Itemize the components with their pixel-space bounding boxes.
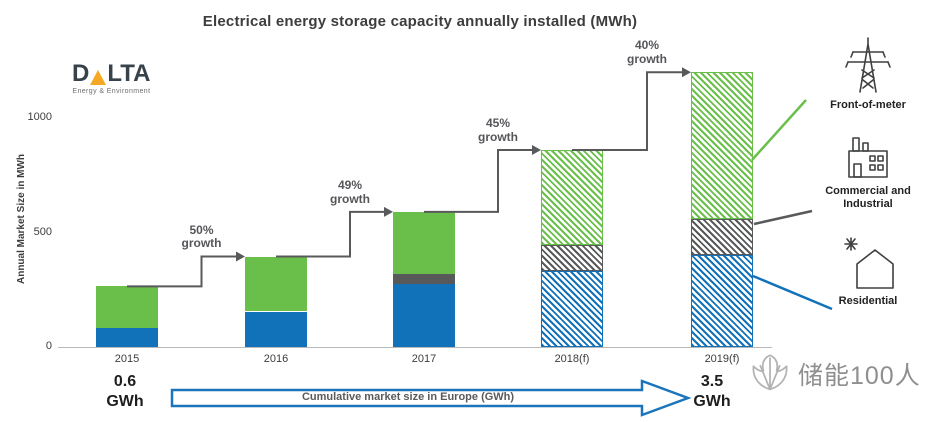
cumulative-left-number: 0.6 (113, 373, 137, 390)
y-tick-label: 500 (33, 225, 52, 238)
delta-triangle-icon (90, 70, 107, 85)
y-tick-label: 0 (45, 340, 52, 352)
bar-segment-commercial-and-industrial (691, 218, 753, 256)
bar-segment-residential (541, 271, 603, 347)
bar-segment-front-of-meter (393, 211, 455, 274)
cumulative-right-value: 3.5 GWh (676, 372, 748, 412)
category-label: 2019(f) (704, 353, 740, 365)
category-label: 2015 (114, 353, 140, 365)
cumulative-arrow-label: Cumulative market size in Europe (GWh) (301, 391, 515, 403)
cumulative-right-number: 3.5 (700, 373, 724, 390)
bar-segment-commercial-and-industrial (541, 245, 603, 272)
legend-label-commercial-industrial: Commercial and Industrial (825, 185, 911, 211)
chart-title: Electrical energy storage capacity annua… (202, 13, 638, 30)
growth-label: 50% growth (181, 222, 222, 251)
y-tick-label: 1000 (27, 111, 52, 123)
legend-label-residential: Residential (838, 294, 898, 307)
bar-segment-commercial-and-industrial (393, 273, 455, 285)
x-axis-line (58, 347, 772, 348)
house-icon (844, 236, 894, 289)
cumulative-left-unit: GWh (106, 393, 144, 410)
growth-label: 45% growth (478, 116, 518, 144)
category-label: 2016 (263, 353, 289, 365)
bar-segment-residential (96, 327, 158, 347)
bar-segment-residential (245, 311, 307, 347)
transmission-tower-icon (845, 37, 891, 93)
watermark-text: 储能100人 (798, 362, 921, 390)
cumulative-right-unit: GWh (693, 393, 731, 410)
growth-label: 40% growth (627, 38, 667, 66)
growth-label: 49% growth (330, 177, 370, 206)
factory-icon (848, 137, 888, 178)
category-label: 2018(f) (554, 353, 590, 365)
legend-item-residential: Residential (838, 232, 898, 308)
legend: Front-of-meter Commercial and Industrial… (804, 36, 932, 308)
legend-label-front-of-meter: Front-of-meter (830, 99, 906, 111)
bar-segment-front-of-meter (691, 72, 753, 219)
cumulative-left-value: 0.6 GWh (89, 372, 161, 412)
logo-subtitle: Energy & Environment (72, 88, 151, 95)
delta-logo-wordmark: D LTA (72, 62, 150, 86)
legend-item-front-of-meter: Front-of-meter (830, 36, 906, 112)
cumulative-market-arrow (170, 379, 692, 417)
legend-item-commercial-industrial: Commercial and Industrial (804, 134, 932, 211)
bar-segment-front-of-meter (245, 256, 307, 312)
bar-segment-residential (393, 284, 455, 347)
bar-segment-front-of-meter (541, 150, 603, 246)
scallop-shell-icon (752, 354, 788, 391)
delta-logo: D LTA Energy & Environment (72, 62, 151, 96)
watermark: 储能100人 (748, 352, 921, 396)
category-label: 2017 (411, 353, 437, 365)
logo-text-lta: LTA (107, 60, 151, 87)
logo-text-d: D (72, 60, 90, 87)
bar-segment-residential (691, 255, 753, 347)
bar-segment-front-of-meter (96, 286, 158, 328)
